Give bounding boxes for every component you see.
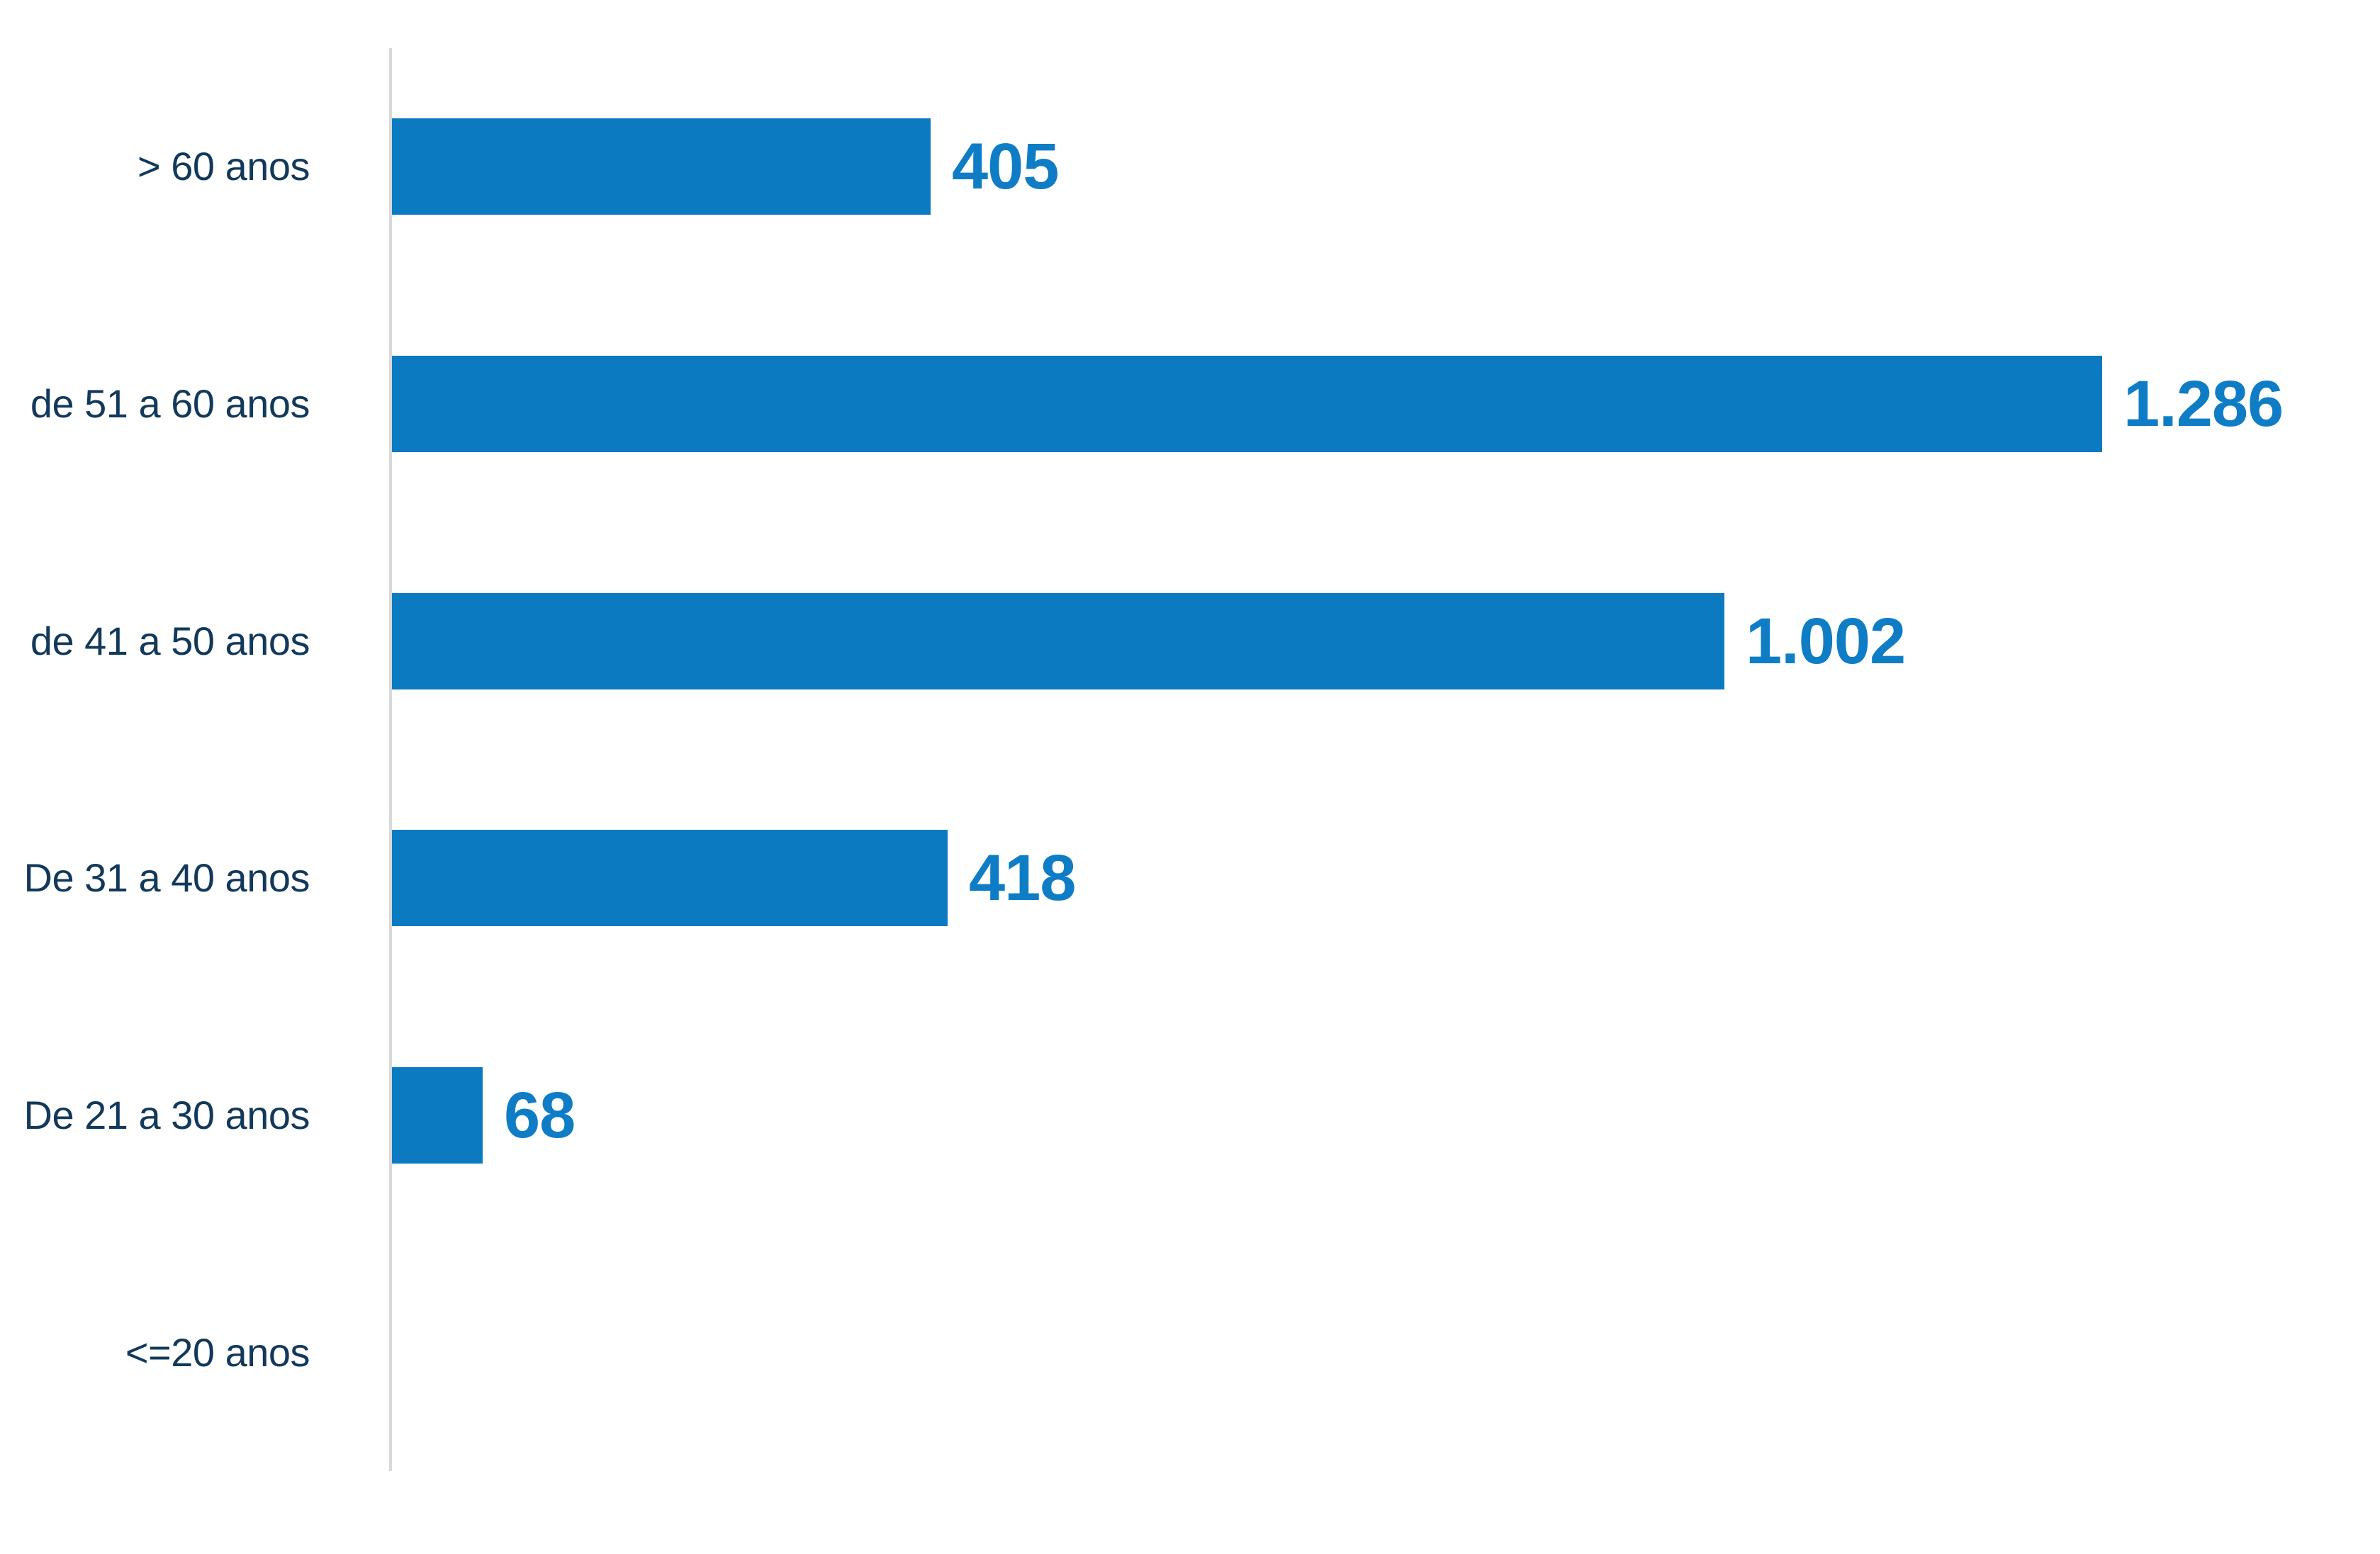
value-label: 1.286 [2123, 368, 2284, 440]
bar-area: 418 [392, 830, 1076, 927]
bar [392, 356, 2102, 452]
bar-area: 405 [392, 118, 1059, 215]
chart-row: <=20 anos [0, 1234, 2380, 1471]
chart-row: de 41 a 50 anos 1.002 [0, 522, 2380, 760]
value-label: 68 [504, 1079, 576, 1152]
category-label: De 21 a 30 anos [23, 1093, 310, 1138]
bar-area: 1.286 [392, 356, 2284, 452]
chart-row: De 21 a 30 anos 68 [0, 997, 2380, 1234]
bar [392, 830, 948, 927]
chart-row: De 31 a 40 anos 418 [0, 760, 2380, 997]
bar [392, 1067, 483, 1164]
value-label: 418 [969, 842, 1076, 915]
category-label: de 51 a 60 anos [30, 381, 310, 426]
bar-area: 1.002 [392, 592, 1906, 689]
category-label: De 31 a 40 anos [23, 855, 310, 901]
y-axis-line [389, 48, 392, 1471]
chart-rows: > 60 anos 405 de 51 a 60 anos 1.286 de 41 a … [0, 48, 2380, 1471]
bar-area: 68 [392, 1067, 576, 1164]
category-label: de 41 a 50 anos [30, 618, 310, 663]
chart-row: > 60 anos 405 [0, 48, 2380, 286]
value-label: 1.002 [1746, 604, 1906, 677]
bar [392, 592, 1724, 689]
category-label: <=20 anos [125, 1329, 310, 1375]
value-label: 405 [952, 130, 1059, 203]
chart-row: de 51 a 60 anos 1.286 [0, 286, 2380, 523]
bar [392, 118, 931, 215]
category-label: > 60 anos [137, 144, 310, 189]
